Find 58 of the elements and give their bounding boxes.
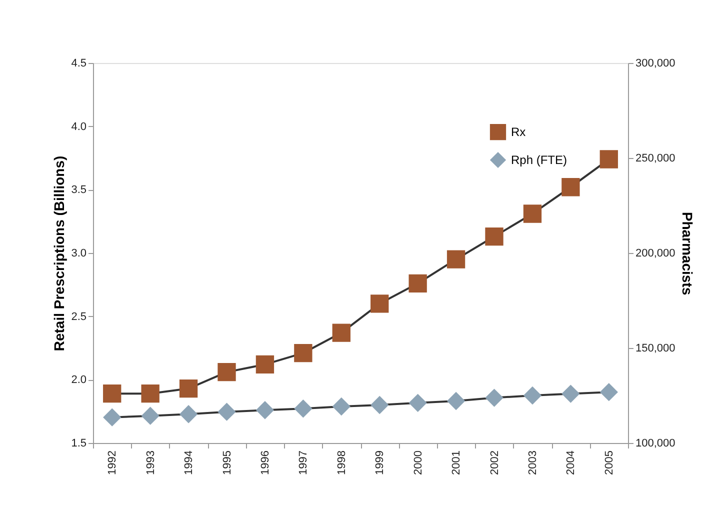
point [332,397,350,416]
x-tick-label: 1997 [298,450,310,475]
y-tick-label: 2.5 [71,310,86,323]
point [562,384,580,403]
x-tick-label: 2005 [603,450,616,475]
y-axis-title: Retail Prescriptions (Billions) [51,156,68,352]
legend-label: Rx [511,125,526,139]
x-tick-label: 1998 [336,450,348,475]
point [141,406,160,425]
point [600,382,618,402]
x-tick-label: 1994 [183,450,196,475]
y-tick-label: 1.5 [71,438,86,450]
point [256,401,274,420]
point [103,384,122,403]
y2-tick-label: 300,000 [636,58,676,70]
y2-tick-label: 100,000 [636,438,676,450]
y-tick-label: 3.0 [71,248,86,260]
point [600,150,618,168]
point [103,408,122,426]
point [332,324,350,342]
x-tick-label: 2002 [488,450,501,475]
point [446,250,466,268]
point [408,394,427,412]
y-tick-label: 4.5 [71,58,86,70]
x-tick-label: 1995 [221,450,234,475]
point [485,388,504,407]
y2-axis-title: Pharmacists [679,212,696,296]
x-tick-label: 1992 [106,450,119,475]
point [370,294,389,313]
point [294,400,312,418]
point [141,384,160,403]
y2-tick-label: 250,000 [636,152,676,164]
y-tick-label: 4.0 [71,120,86,133]
y2-tick-label: 200,000 [636,248,676,260]
point [408,274,427,292]
point [294,344,312,362]
x-tick-label: 2004 [565,450,578,475]
x-tick-label: 1999 [374,450,386,475]
y2-tick-label: 150,000 [636,342,676,354]
point [256,355,274,374]
point [523,204,542,223]
point [562,178,580,196]
x-tick-label: 2001 [450,450,463,475]
y-tick-label: 2.0 [71,374,86,386]
legend-label: Rph (FTE) [511,153,568,167]
point [179,379,198,398]
point [446,392,466,410]
point [218,402,236,421]
x-tick-label: 2003 [526,450,539,475]
x-tick-label: 1993 [144,450,157,475]
x-tick-label: 1996 [259,450,272,475]
x-tick-label: 2000 [412,450,424,475]
point [218,362,236,382]
point [370,396,389,414]
point [485,227,504,246]
point [179,405,198,424]
y-tick-label: 3.5 [71,184,86,196]
point [523,386,542,405]
